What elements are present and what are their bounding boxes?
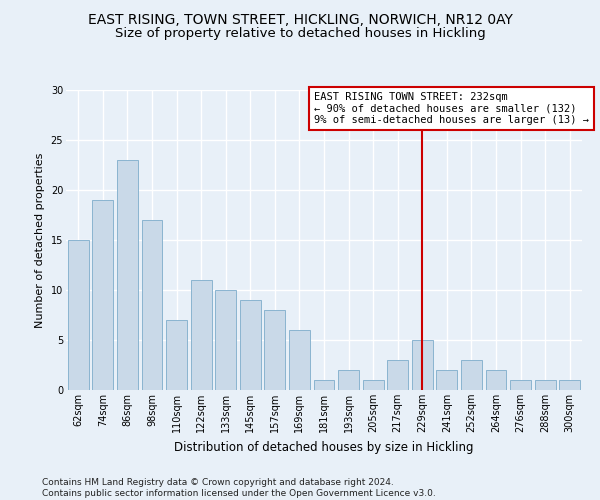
Bar [559, 380, 580, 390]
Text: EAST RISING TOWN STREET: 232sqm
← 90% of detached houses are smaller (132)
9% of: EAST RISING TOWN STREET: 232sqm ← 90% of… [314, 92, 589, 125]
Bar [68, 240, 89, 390]
Bar [92, 200, 113, 390]
Bar [535, 380, 556, 390]
Bar [240, 300, 261, 390]
X-axis label: Distribution of detached houses by size in Hickling: Distribution of detached houses by size … [174, 440, 474, 454]
Y-axis label: Number of detached properties: Number of detached properties [35, 152, 45, 328]
Bar [215, 290, 236, 390]
Bar [510, 380, 531, 390]
Bar [485, 370, 506, 390]
Bar [387, 360, 408, 390]
Bar [338, 370, 359, 390]
Bar [289, 330, 310, 390]
Bar [166, 320, 187, 390]
Bar [436, 370, 457, 390]
Text: Size of property relative to detached houses in Hickling: Size of property relative to detached ho… [115, 28, 485, 40]
Bar [265, 310, 286, 390]
Bar [362, 380, 383, 390]
Bar [117, 160, 138, 390]
Bar [191, 280, 212, 390]
Bar [142, 220, 163, 390]
Text: EAST RISING, TOWN STREET, HICKLING, NORWICH, NR12 0AY: EAST RISING, TOWN STREET, HICKLING, NORW… [88, 12, 512, 26]
Bar [461, 360, 482, 390]
Bar [412, 340, 433, 390]
Bar [314, 380, 334, 390]
Text: Contains HM Land Registry data © Crown copyright and database right 2024.
Contai: Contains HM Land Registry data © Crown c… [42, 478, 436, 498]
